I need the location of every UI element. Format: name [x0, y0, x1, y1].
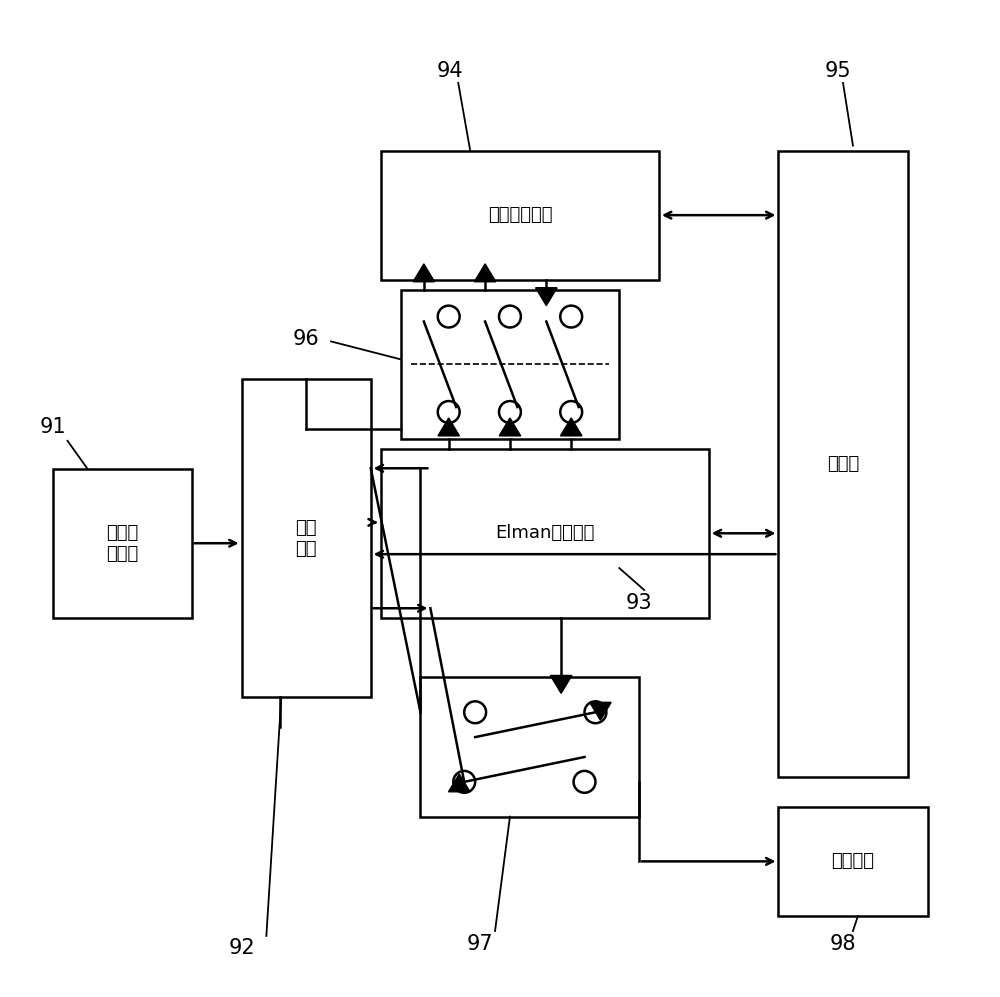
Text: 处理
模块: 处理 模块 — [295, 518, 317, 557]
Polygon shape — [474, 264, 496, 282]
Bar — [420, 677, 639, 817]
Text: 96: 96 — [293, 329, 320, 349]
Text: 94: 94 — [437, 61, 464, 81]
Text: 98: 98 — [830, 934, 856, 954]
Text: 输出模块: 输出模块 — [831, 852, 874, 870]
Polygon shape — [499, 418, 521, 436]
Polygon shape — [438, 418, 459, 436]
Bar — [53, 469, 192, 618]
Text: Elman神经网络: Elman神经网络 — [495, 524, 594, 542]
Polygon shape — [413, 264, 435, 282]
Bar — [778, 807, 928, 916]
Text: 93: 93 — [626, 593, 653, 613]
Text: 92: 92 — [228, 938, 255, 958]
Text: 信号采
集模块: 信号采 集模块 — [106, 523, 138, 562]
Polygon shape — [448, 774, 470, 792]
Text: 迭代学习模块: 迭代学习模块 — [488, 206, 552, 224]
Text: 97: 97 — [467, 934, 493, 954]
Polygon shape — [536, 288, 557, 306]
Bar — [401, 290, 619, 439]
Text: 95: 95 — [825, 61, 851, 81]
Bar — [381, 449, 709, 618]
Polygon shape — [590, 702, 611, 720]
Polygon shape — [560, 418, 582, 436]
Text: 存储器: 存储器 — [827, 455, 859, 473]
Text: 91: 91 — [39, 417, 66, 437]
Bar — [242, 379, 371, 697]
Polygon shape — [550, 676, 572, 693]
Bar — [381, 151, 659, 280]
Bar — [778, 151, 908, 777]
